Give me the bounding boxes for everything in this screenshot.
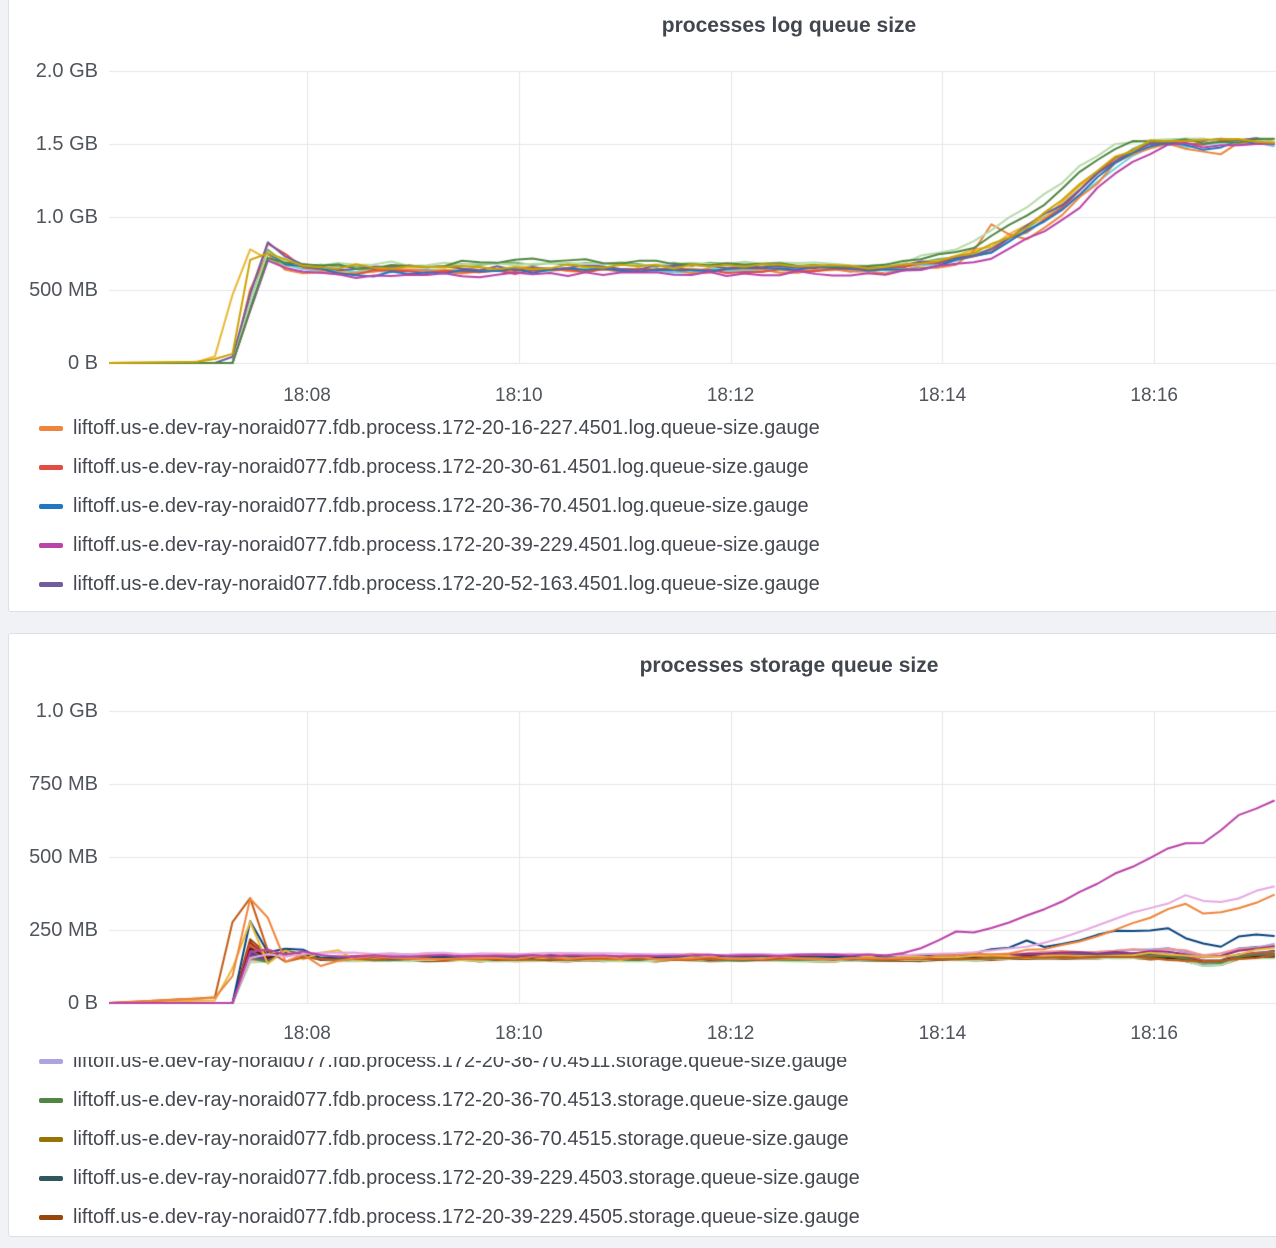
y-tick-label: 2.0 GB [35, 60, 98, 82]
legend-label: liftoff.us-e.dev-ray-noraid077.fdb.proce… [73, 1167, 860, 1189]
panel-title[interactable]: processes storage queue size [639, 654, 939, 677]
legend-item[interactable]: liftoff.us-e.dev-ray-noraid077.fdb.proce… [39, 1120, 1239, 1159]
y-tick-label: 1.0 GB [35, 700, 98, 722]
legend-list: liftoff.us-e.dev-ray-noraid077.fdb.proce… [39, 418, 1239, 598]
legend-label: liftoff.us-e.dev-ray-noraid077.fdb.proce… [73, 1128, 849, 1150]
chart-canvas[interactable] [109, 55, 1276, 371]
panel-title[interactable]: processes log queue size [661, 14, 917, 37]
legend-swatch-icon [39, 1176, 63, 1181]
legend-label: liftoff.us-e.dev-ray-noraid077.fdb.proce… [73, 1206, 860, 1228]
x-tick-label: 18:08 [283, 1023, 331, 1044]
legend-label: liftoff.us-e.dev-ray-noraid077.fdb.proce… [73, 456, 809, 478]
legend-label: liftoff.us-e.dev-ray-noraid077.fdb.proce… [73, 1089, 849, 1111]
y-tick-label: 0 B [67, 992, 98, 1014]
legend-item[interactable]: liftoff.us-e.dev-ray-noraid077.fdb.proce… [39, 526, 1239, 565]
y-tick-label: 250 MB [29, 919, 98, 941]
legend-label: liftoff.us-e.dev-ray-noraid077.fdb.proce… [73, 495, 809, 517]
legend-item[interactable]: liftoff.us-e.dev-ray-noraid077.fdb.proce… [39, 448, 1239, 487]
legend-item[interactable]: liftoff.us-e.dev-ray-noraid077.fdb.proce… [39, 1159, 1239, 1198]
legend-swatch-icon [39, 1059, 63, 1064]
y-tick-label: 750 MB [29, 773, 98, 795]
x-tick-label: 18:16 [1130, 385, 1178, 406]
x-tick-label: 18:10 [495, 1023, 543, 1044]
legend: liftoff.us-e.dev-ray-noraid077.fdb.proce… [39, 418, 1239, 598]
legend-item[interactable]: liftoff.us-e.dev-ray-noraid077.fdb.proce… [39, 565, 1239, 598]
panel-storage-queue-size: processes storage queue size 0 B 250 MB 50… [8, 633, 1276, 1237]
chart-canvas[interactable] [109, 701, 1276, 1013]
legend-item[interactable]: liftoff.us-e.dev-ray-noraid077.fdb.proce… [39, 1081, 1239, 1120]
legend-label: liftoff.us-e.dev-ray-noraid077.fdb.proce… [73, 418, 820, 439]
y-tick-label: 1.5 GB [35, 133, 98, 155]
legend-list: liftoff.us-e.dev-ray-noraid077.fdb.proce… [39, 1057, 1239, 1237]
legend-swatch-icon [39, 1215, 63, 1220]
legend-swatch-icon [39, 582, 63, 587]
legend-label: liftoff.us-e.dev-ray-noraid077.fdb.proce… [73, 1057, 848, 1072]
legend-swatch-icon [39, 504, 63, 509]
x-tick-label: 18:10 [495, 385, 543, 406]
legend-item[interactable]: liftoff.us-e.dev-ray-noraid077.fdb.proce… [39, 1057, 1239, 1081]
legend-item[interactable]: liftoff.us-e.dev-ray-noraid077.fdb.proce… [39, 418, 1239, 448]
legend-item[interactable]: liftoff.us-e.dev-ray-noraid077.fdb.proce… [39, 1198, 1239, 1237]
legend-label: liftoff.us-e.dev-ray-noraid077.fdb.proce… [73, 534, 820, 556]
y-tick-label: 0 B [67, 352, 98, 374]
legend: liftoff.us-e.dev-ray-noraid077.fdb.proce… [39, 1057, 1239, 1237]
x-tick-label: 18:08 [283, 385, 331, 406]
x-tick-label: 18:14 [918, 1023, 967, 1044]
legend-item[interactable]: liftoff.us-e.dev-ray-noraid077.fdb.proce… [39, 487, 1239, 526]
legend-swatch-icon [39, 465, 63, 470]
y-tick-label: 1.0 GB [35, 206, 98, 228]
y-tick-label: 500 MB [29, 279, 98, 301]
panel-log-queue-size: processes log queue size 0 B 500 MB 1.0 GB… [8, 0, 1276, 612]
x-tick-label: 18:16 [1130, 1023, 1178, 1044]
y-tick-label: 500 MB [29, 846, 98, 868]
legend-swatch-icon [39, 543, 63, 548]
x-tick-label: 18:14 [918, 385, 967, 406]
x-tick-label: 18:12 [706, 385, 755, 406]
legend-swatch-icon [39, 1098, 63, 1103]
legend-swatch-icon [39, 1137, 63, 1142]
x-tick-label: 18:12 [706, 1023, 755, 1044]
legend-label: liftoff.us-e.dev-ray-noraid077.fdb.proce… [73, 573, 820, 595]
legend-swatch-icon [39, 426, 63, 431]
